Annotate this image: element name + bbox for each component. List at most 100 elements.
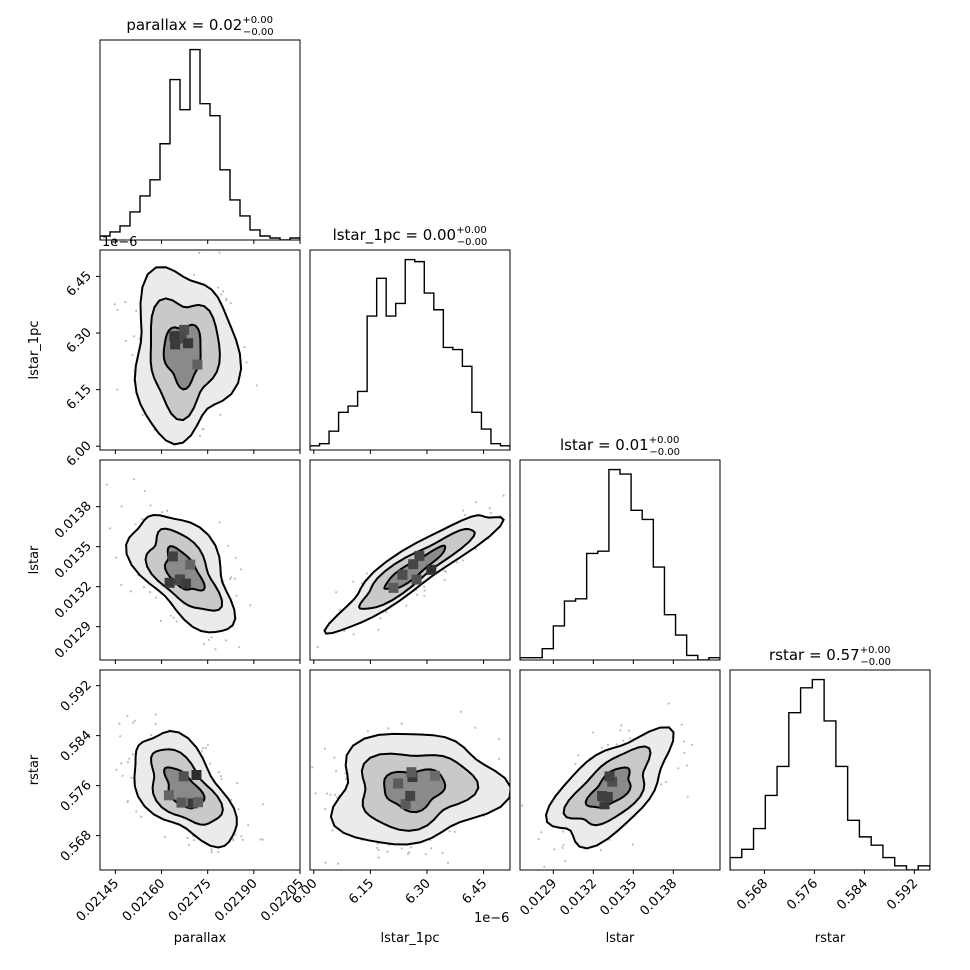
sample-point bbox=[129, 590, 132, 593]
sample-point bbox=[521, 804, 524, 807]
sample-point bbox=[149, 591, 152, 594]
offset-label-y: 1e−6 bbox=[102, 235, 137, 250]
hist-parallax: parallax = 0.02+0.00 −0.00 bbox=[99, 15, 301, 244]
sample-point bbox=[175, 620, 178, 623]
sample-point bbox=[237, 808, 240, 811]
sample-point bbox=[448, 830, 451, 833]
density-cell bbox=[185, 559, 196, 570]
sample-point bbox=[240, 568, 243, 571]
sample-point bbox=[297, 799, 299, 801]
sample-point bbox=[424, 853, 427, 856]
sample-point bbox=[441, 851, 444, 855]
sample-point bbox=[229, 301, 232, 305]
density-cell bbox=[191, 770, 202, 780]
sample-point bbox=[200, 750, 204, 753]
density-cell bbox=[167, 551, 178, 562]
ylabel-rstar: rstar bbox=[27, 754, 42, 785]
density-cell bbox=[411, 574, 422, 585]
sample-point bbox=[115, 768, 118, 772]
contour-line bbox=[360, 752, 480, 832]
sample-point bbox=[142, 586, 146, 589]
sample-point bbox=[561, 830, 565, 833]
sample-point bbox=[323, 747, 326, 750]
sample-point bbox=[249, 604, 252, 607]
sample-point bbox=[377, 848, 380, 852]
sample-point bbox=[629, 737, 632, 740]
sample-point bbox=[206, 743, 209, 746]
sample-point bbox=[116, 388, 119, 391]
sample-point bbox=[187, 843, 191, 847]
xtick-label: 6.30 bbox=[403, 876, 434, 907]
density-cell bbox=[406, 767, 417, 778]
sample-point bbox=[141, 453, 143, 455]
sample-point bbox=[261, 803, 264, 806]
sample-point bbox=[209, 762, 212, 765]
sample-point bbox=[233, 577, 236, 580]
panel-parallax-lstar bbox=[96, 459, 301, 664]
sample-point bbox=[135, 309, 138, 312]
sample-point bbox=[343, 629, 346, 633]
sample-point bbox=[386, 850, 389, 853]
sample-point bbox=[232, 839, 235, 842]
sample-point bbox=[163, 835, 166, 839]
sample-point bbox=[333, 756, 336, 759]
sample-point bbox=[214, 648, 217, 651]
sample-point bbox=[408, 851, 411, 854]
title-parallax: parallax = 0.02+0.00 −0.00 bbox=[126, 15, 273, 38]
contour-line bbox=[149, 297, 221, 422]
xtick-label: 0.0129 bbox=[517, 876, 560, 919]
ytick-label: 0.0135 bbox=[52, 539, 95, 582]
axes-frame bbox=[519, 669, 721, 871]
density-cell bbox=[170, 339, 181, 350]
sample-point bbox=[443, 569, 446, 572]
sample-point bbox=[126, 801, 129, 804]
ytick-label: 6.45 bbox=[64, 269, 95, 300]
sample-point bbox=[118, 722, 121, 725]
sample-point bbox=[198, 434, 202, 438]
density-cell bbox=[192, 359, 203, 370]
sample-point bbox=[166, 509, 169, 512]
ytick-label: 6.00 bbox=[64, 438, 95, 469]
sample-point bbox=[415, 593, 419, 596]
sample-point bbox=[316, 645, 319, 649]
sample-point bbox=[333, 793, 337, 797]
sample-point bbox=[497, 738, 501, 741]
sample-point bbox=[474, 548, 477, 551]
sample-point bbox=[234, 833, 237, 836]
sample-point bbox=[453, 830, 456, 834]
density-cell bbox=[163, 790, 174, 801]
panel-parallax-lstar_1pc bbox=[96, 249, 301, 455]
sample-point bbox=[234, 556, 237, 560]
sample-point bbox=[247, 824, 250, 827]
yaxis-rstar: 0.568 0.576 0.584 0.592 rstar bbox=[27, 678, 95, 865]
hist-lstar: lstar = 0.01+0.00 −0.00 bbox=[519, 435, 721, 664]
sample-point bbox=[377, 628, 380, 631]
sample-point bbox=[241, 838, 244, 841]
density-cell bbox=[408, 559, 419, 570]
sample-point bbox=[489, 511, 492, 515]
contour-line bbox=[323, 514, 505, 635]
sample-point bbox=[109, 527, 112, 530]
title-lstar_1pc: lstar_1pc = 0.00+0.00 −0.00 bbox=[333, 225, 488, 248]
sample-point bbox=[131, 353, 134, 356]
xaxis-rstar: 0.568 0.576 0.584 0.592 rstar bbox=[734, 876, 921, 946]
density-cell bbox=[164, 577, 175, 588]
density-cell bbox=[604, 771, 615, 782]
offset-label-x: 1e−6 bbox=[474, 911, 509, 926]
sample-point bbox=[132, 721, 135, 724]
sample-point bbox=[218, 881, 220, 883]
sample-point bbox=[169, 872, 171, 874]
axes-frame bbox=[519, 459, 721, 661]
sample-point bbox=[307, 800, 309, 802]
sample-point bbox=[227, 544, 230, 547]
sample-point bbox=[620, 724, 623, 727]
sample-point bbox=[540, 831, 543, 834]
sample-point bbox=[154, 596, 158, 599]
sample-point bbox=[159, 619, 162, 623]
hist-line-rstar bbox=[730, 678, 930, 870]
density-cell bbox=[597, 791, 608, 801]
density-fill bbox=[585, 767, 631, 808]
sample-point bbox=[193, 273, 196, 276]
sample-point bbox=[219, 775, 222, 778]
hist-line-parallax bbox=[100, 48, 300, 240]
